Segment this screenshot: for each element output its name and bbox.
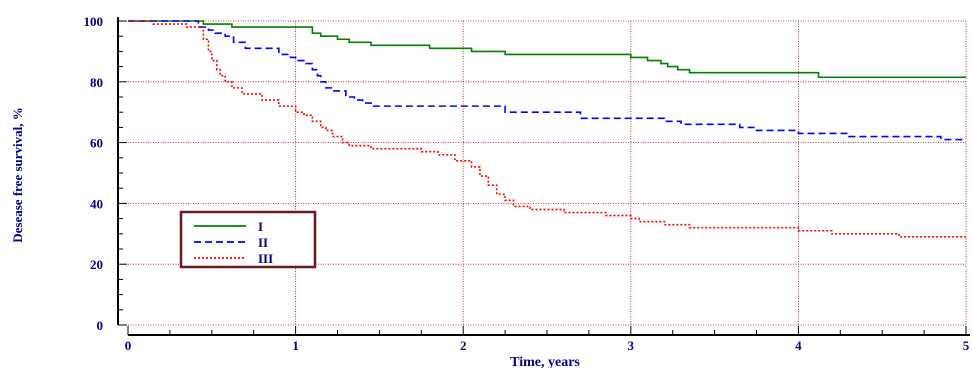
- tick-labels: 0 1 2 3 4 5 0 20 40 60 80 100: [84, 14, 970, 353]
- x-tick-label: 3: [628, 338, 635, 353]
- series-line-II: [128, 20, 966, 141]
- grid-lines: [128, 20, 967, 326]
- legend-label-II: II: [258, 235, 268, 250]
- y-tick-label: 40: [90, 196, 103, 211]
- x-tick-label: 0: [125, 338, 132, 353]
- series-line-III: [128, 20, 966, 238]
- y-tick-label: 60: [90, 136, 103, 151]
- axes: [117, 17, 970, 336]
- y-tick-label: 100: [84, 14, 104, 29]
- legend-box: [179, 210, 317, 269]
- x-tick-label: 1: [292, 338, 299, 353]
- x-axis-label: Time, years: [510, 355, 580, 368]
- x-tick-label: 5: [963, 338, 970, 353]
- y-tick-label: 80: [90, 75, 103, 90]
- y-axis-label: Desease free survival, %: [10, 107, 25, 243]
- x-tick-label: 4: [795, 338, 802, 353]
- y-tick-label: 20: [90, 257, 103, 272]
- y-tick-label: 0: [97, 318, 104, 333]
- series-group: [128, 20, 966, 238]
- legend-label-III: III: [258, 251, 273, 266]
- x-tick-label: 2: [460, 338, 467, 353]
- series-line-I: [128, 20, 966, 79]
- legend-label-I: I: [258, 219, 263, 234]
